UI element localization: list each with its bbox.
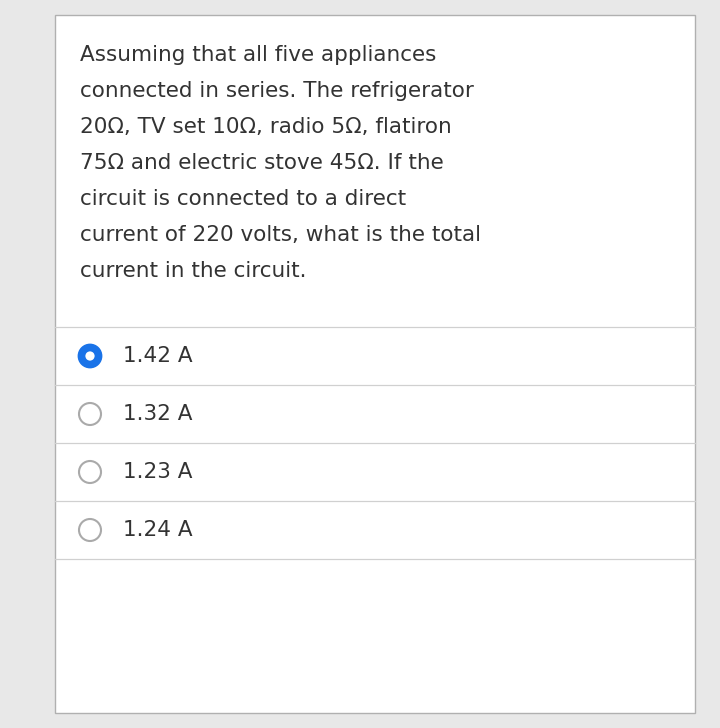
Text: 1.42 A: 1.42 A [123,346,193,366]
Text: 20Ω, TV set 10Ω, radio 5Ω, flatiron: 20Ω, TV set 10Ω, radio 5Ω, flatiron [80,117,451,137]
Bar [55,15,695,713]
Circle shape [86,352,94,360]
Text: 75Ω and electric stove 45Ω. If the: 75Ω and electric stove 45Ω. If the [80,153,444,173]
Circle shape [79,345,101,367]
Text: current in the circuit.: current in the circuit. [80,261,307,281]
Text: 1.23 A: 1.23 A [123,462,192,482]
Circle shape [79,403,101,425]
Text: connected in series. The refrigerator: connected in series. The refrigerator [80,81,474,101]
Text: 1.32 A: 1.32 A [123,404,192,424]
Text: Assuming that all five appliances: Assuming that all five appliances [80,45,436,65]
Text: 1.24 A: 1.24 A [123,520,193,540]
Text: circuit is connected to a direct: circuit is connected to a direct [80,189,406,209]
Circle shape [79,519,101,541]
Circle shape [79,461,101,483]
Text: current of 220 volts, what is the total: current of 220 volts, what is the total [80,225,481,245]
